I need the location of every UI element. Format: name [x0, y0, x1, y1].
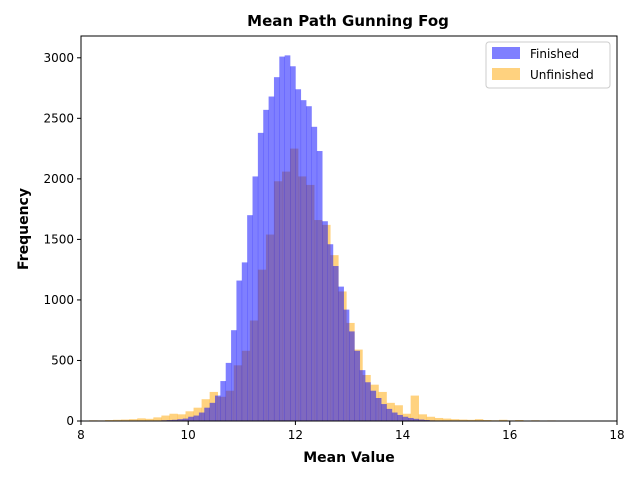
finished-bar	[231, 330, 237, 421]
finished-bar	[413, 418, 419, 421]
finished-bar	[290, 66, 296, 422]
unfinished-bar	[474, 419, 484, 421]
plot-area	[81, 55, 588, 422]
unfinished-bar	[410, 395, 419, 421]
plot-frame	[80, 35, 618, 422]
finished-bar	[295, 89, 302, 422]
finished-bar	[241, 262, 248, 421]
finished-bar	[418, 419, 425, 421]
finished-bar	[397, 414, 403, 421]
finished-bar	[316, 151, 323, 421]
finished-bar	[311, 126, 318, 422]
unfinished-bar	[426, 416, 436, 421]
finished-bar	[268, 96, 275, 421]
finished-series	[150, 55, 446, 422]
finished-bar	[402, 416, 409, 421]
finished-bar	[322, 221, 328, 421]
unfinished-bar	[193, 407, 202, 421]
legend-swatch-unfinished	[492, 68, 520, 80]
finished-bar	[198, 412, 205, 421]
unfinished-bar	[394, 405, 403, 421]
unfinished-bar	[177, 414, 186, 421]
y-tick-label: 0	[66, 414, 74, 428]
x-tick-label: 18	[609, 428, 624, 442]
finished-bar	[225, 362, 232, 421]
unfinished-bar	[418, 414, 428, 421]
x-tick-label: 12	[288, 428, 303, 442]
unfinished-bar	[161, 415, 170, 421]
chart-title: Mean Path Gunning Fog	[247, 12, 449, 30]
finished-bar	[306, 106, 312, 421]
finished-bar	[236, 280, 243, 421]
legend-label-finished: Finished	[530, 47, 579, 61]
unfinished-bar	[434, 417, 444, 421]
unfinished-bar	[169, 413, 178, 421]
y-tick-label: 3000	[43, 51, 74, 65]
y-tick-label: 1000	[43, 293, 74, 307]
unfinished-bar	[145, 418, 154, 421]
finished-bar	[349, 331, 355, 421]
unfinished-bar	[185, 411, 194, 421]
finished-bar	[273, 77, 280, 421]
finished-bar	[300, 100, 307, 422]
finished-bar	[381, 404, 387, 421]
unfinished-bar	[137, 418, 146, 421]
finished-bar	[327, 244, 334, 421]
finished-bar	[407, 417, 414, 421]
x-tick-label: 16	[502, 428, 517, 442]
finished-bar	[375, 398, 382, 421]
x-tick-label: 8	[77, 428, 85, 442]
finished-bar	[182, 418, 189, 421]
unfinished-bar	[129, 419, 138, 421]
x-tick-label: 10	[181, 428, 196, 442]
finished-bar	[172, 419, 178, 421]
finished-bar	[343, 309, 350, 421]
finished-bar	[365, 382, 371, 421]
y-tick-label: 500	[51, 353, 74, 367]
y-tick-label: 2500	[43, 111, 74, 125]
legend: Finished Unfinished	[485, 41, 611, 89]
finished-bar	[359, 370, 366, 421]
finished-bar	[220, 381, 227, 421]
unfinished-bar	[121, 419, 130, 421]
finished-bar	[188, 416, 194, 421]
y-tick-label: 1500	[43, 232, 74, 246]
finished-bar	[209, 402, 216, 421]
unfinished-bar	[153, 417, 162, 421]
finished-bar	[284, 55, 291, 422]
finished-bar	[177, 419, 184, 421]
finished-bar	[279, 56, 285, 421]
legend-swatch-finished	[492, 47, 520, 59]
finished-bar	[370, 390, 377, 421]
x-tick-label: 14	[395, 428, 410, 442]
unfinished-bar	[466, 419, 476, 421]
finished-bar	[252, 176, 259, 421]
y-axis-label: Frequency	[16, 188, 32, 270]
finished-bar	[215, 395, 221, 421]
finished-bar	[354, 350, 361, 421]
unfinished-bar	[450, 419, 460, 421]
finished-bar	[386, 408, 393, 421]
finished-bar	[204, 407, 210, 421]
x-axis-ticks: 8 10 12 14 16 18	[77, 421, 625, 442]
unfinished-bar	[458, 419, 468, 421]
unfinished-bar	[499, 419, 508, 421]
unfinished-bar	[442, 418, 452, 421]
y-tick-label: 2000	[43, 172, 74, 186]
finished-bar	[391, 412, 398, 421]
legend-label-unfinished: Unfinished	[530, 68, 594, 82]
finished-bar	[257, 132, 264, 422]
y-axis-ticks: 0 500 1000 1500 2000 2500 3000	[43, 51, 81, 428]
x-axis-label: Mean Value	[303, 450, 395, 466]
finished-bar	[193, 415, 200, 421]
finished-bar	[263, 109, 269, 421]
finished-bar	[332, 266, 339, 421]
unfinished-bar	[113, 419, 122, 421]
finished-bar	[338, 286, 344, 421]
finished-bar	[247, 215, 253, 421]
